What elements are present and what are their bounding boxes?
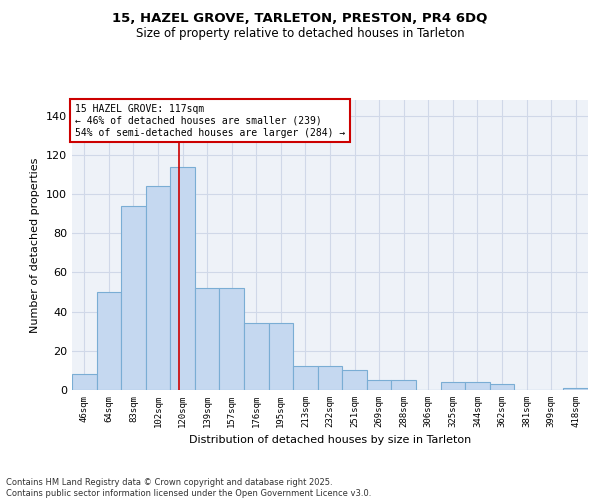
Bar <box>391 380 416 390</box>
Bar <box>244 324 269 390</box>
Text: Contains HM Land Registry data © Crown copyright and database right 2025.
Contai: Contains HM Land Registry data © Crown c… <box>6 478 371 498</box>
Bar <box>195 288 220 390</box>
Text: Size of property relative to detached houses in Tarleton: Size of property relative to detached ho… <box>136 28 464 40</box>
Bar <box>490 384 514 390</box>
Bar <box>72 374 97 390</box>
Bar <box>146 186 170 390</box>
Bar <box>269 324 293 390</box>
Bar <box>342 370 367 390</box>
Bar <box>170 166 195 390</box>
Text: 15 HAZEL GROVE: 117sqm
← 46% of detached houses are smaller (239)
54% of semi-de: 15 HAZEL GROVE: 117sqm ← 46% of detached… <box>74 104 345 138</box>
Y-axis label: Number of detached properties: Number of detached properties <box>31 158 40 332</box>
Bar <box>318 366 342 390</box>
Bar <box>465 382 490 390</box>
Bar <box>121 206 146 390</box>
Bar <box>440 382 465 390</box>
Bar <box>563 388 588 390</box>
Bar <box>220 288 244 390</box>
Bar <box>293 366 318 390</box>
Text: 15, HAZEL GROVE, TARLETON, PRESTON, PR4 6DQ: 15, HAZEL GROVE, TARLETON, PRESTON, PR4 … <box>112 12 488 26</box>
Bar <box>97 292 121 390</box>
Bar <box>367 380 391 390</box>
X-axis label: Distribution of detached houses by size in Tarleton: Distribution of detached houses by size … <box>189 436 471 446</box>
